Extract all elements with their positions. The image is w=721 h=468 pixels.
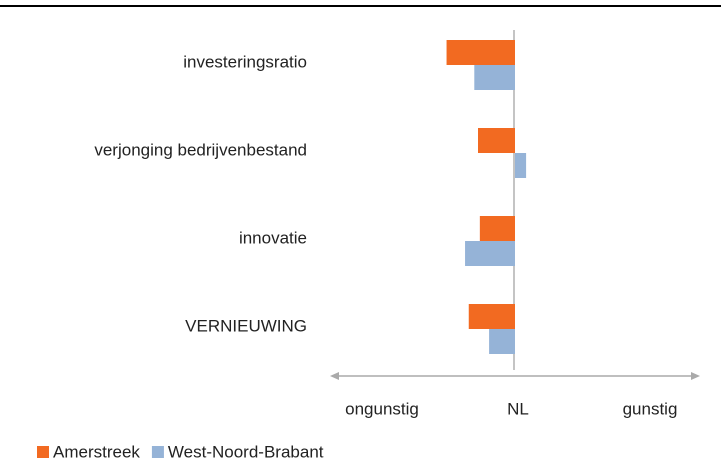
axis-label-left: ongunstig: [345, 399, 419, 418]
arrow-head: [330, 372, 339, 380]
category-label: investeringsratio: [183, 52, 307, 71]
axis-label-center: NL: [507, 399, 529, 418]
axis-label-right: gunstig: [623, 399, 678, 418]
legend-label: Amerstreek: [53, 442, 140, 461]
category-label: VERNIEUWING: [185, 316, 307, 335]
bar: [489, 329, 515, 354]
bar: [515, 153, 527, 178]
arrow-head: [691, 372, 700, 380]
bar: [465, 241, 515, 266]
bar: [479, 216, 515, 241]
bar: [446, 40, 515, 65]
legend-swatch: [151, 446, 164, 458]
legend-label: West-Noord-Brabant: [168, 442, 324, 461]
bar: [468, 304, 515, 329]
category-label: innovatie: [239, 228, 307, 247]
category-label: verjonging bedrijvenbestand: [94, 140, 307, 159]
legend-swatch: [37, 446, 49, 458]
bar: [474, 65, 515, 90]
bar: [478, 128, 515, 153]
